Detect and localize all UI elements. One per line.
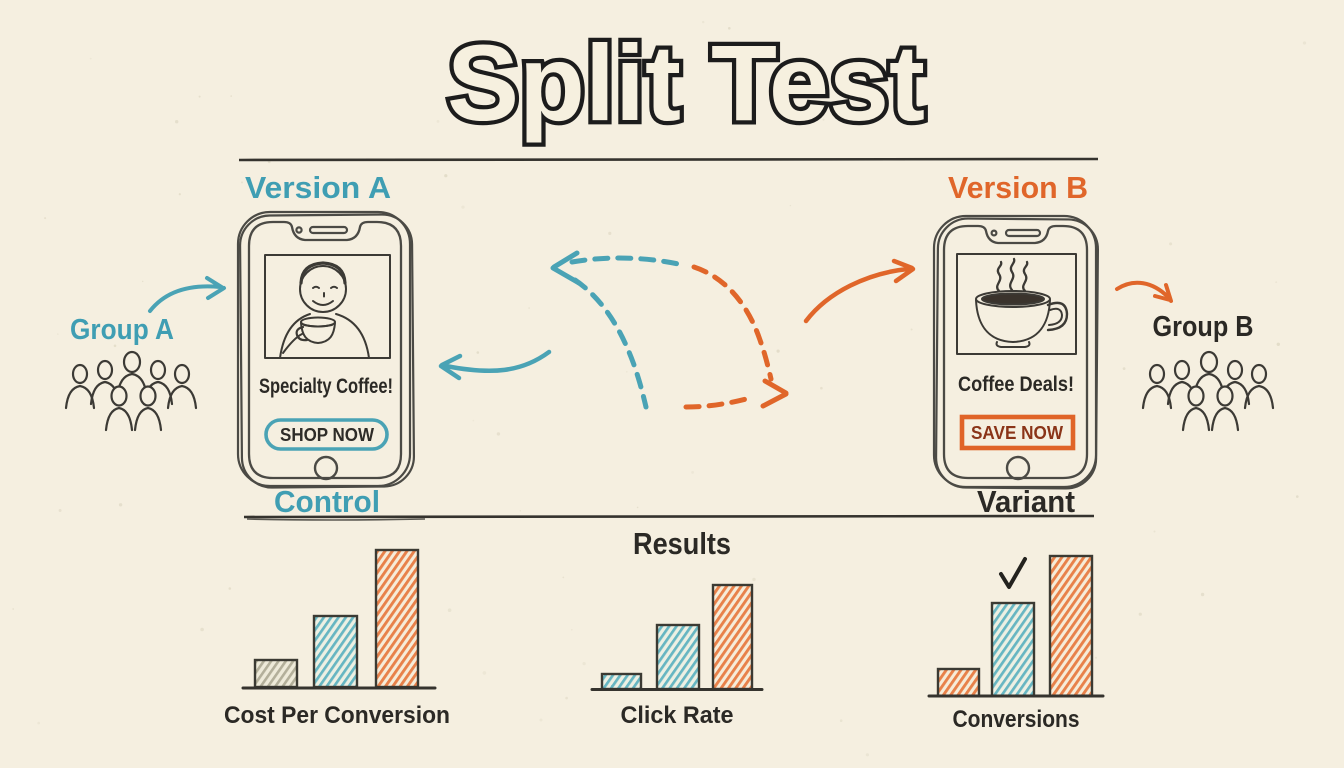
svg-text:Version B: Version B (948, 170, 1088, 205)
svg-text:Results: Results (633, 526, 731, 561)
svg-text:Split Test: Split Test (447, 22, 925, 143)
svg-text:Coffee Deals!: Coffee Deals! (958, 372, 1074, 396)
svg-text:Conversions: Conversions (953, 706, 1080, 733)
svg-text:Version A: Version A (245, 170, 391, 205)
svg-text:Group A: Group A (70, 314, 174, 346)
svg-text:SAVE NOW: SAVE NOW (971, 423, 1063, 443)
svg-text:Specialty Coffee!: Specialty Coffee! (259, 374, 393, 398)
svg-text:Click Rate: Click Rate (621, 702, 734, 729)
svg-text:Control: Control (274, 484, 380, 519)
svg-text:Variant: Variant (977, 484, 1075, 519)
svg-text:SHOP NOW: SHOP NOW (280, 425, 374, 445)
svg-text:Group B: Group B (1153, 311, 1254, 343)
svg-text:Cost Per Conversion: Cost Per Conversion (224, 702, 450, 729)
